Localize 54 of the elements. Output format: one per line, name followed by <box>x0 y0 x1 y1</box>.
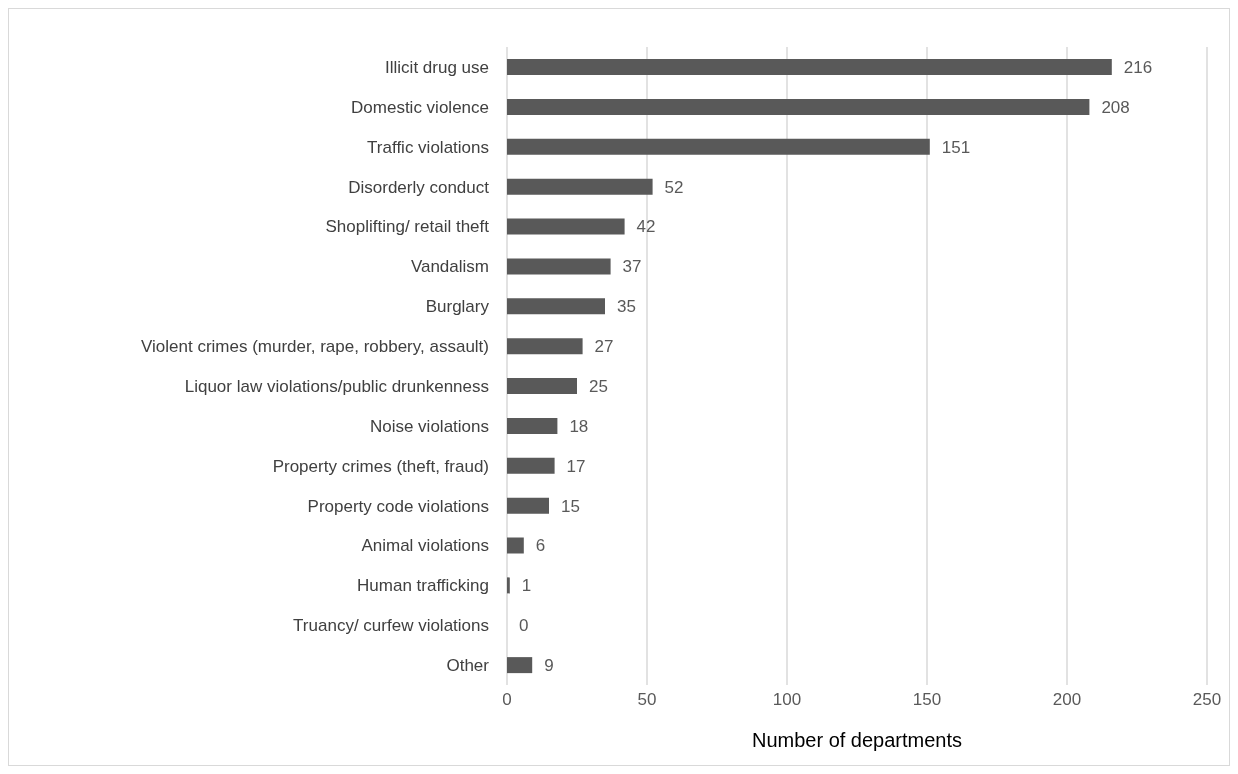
x-axis-title: Number of departments <box>751 729 963 751</box>
data-label: 0 <box>519 616 529 636</box>
y-tick-label: Other <box>446 656 490 676</box>
x-tick-label: 100 <box>772 690 802 710</box>
bar <box>507 657 533 674</box>
bar <box>507 417 558 434</box>
data-label: 42 <box>636 217 656 237</box>
y-tick-label: Vandalism <box>410 257 489 277</box>
data-label: 52 <box>664 177 684 197</box>
bar <box>507 457 555 474</box>
data-label: 208 <box>1101 97 1130 117</box>
bar <box>507 59 1112 75</box>
bar <box>507 378 577 394</box>
data-label: 18 <box>569 416 589 436</box>
bar <box>507 258 611 275</box>
y-tick-label: Traffic violations <box>367 137 489 157</box>
data-label: 216 <box>1123 57 1153 77</box>
bar <box>507 577 510 594</box>
x-tick-label: 0 <box>502 690 512 710</box>
data-label: 25 <box>589 376 608 396</box>
y-tick-label: Animal violations <box>361 536 489 556</box>
x-tick-label: 50 <box>637 690 657 710</box>
bar <box>507 218 625 235</box>
data-label: 15 <box>561 496 580 516</box>
bar <box>507 138 930 155</box>
y-tick-label: Shoplifting/ retail theft <box>325 217 490 237</box>
bar <box>507 298 605 315</box>
bar <box>507 497 549 514</box>
bar <box>507 338 583 355</box>
y-tick-label: Domestic violence <box>351 97 489 117</box>
data-label: 1 <box>521 576 532 596</box>
data-label: 9 <box>544 656 554 676</box>
data-label: 35 <box>617 297 636 317</box>
bar <box>507 537 524 554</box>
y-tick-label: Illicit drug use <box>385 57 489 77</box>
y-tick-label: Noise violations <box>369 416 489 436</box>
y-tick-label: Violent crimes (murder, rape, robbery, assault) <box>140 337 489 357</box>
data-label: 6 <box>535 536 546 556</box>
y-tick-label: Human trafficking <box>357 576 489 596</box>
y-tick-label: Disorderly conduct <box>348 177 490 197</box>
data-label: 17 <box>566 456 586 476</box>
data-label: 37 <box>622 257 642 277</box>
x-tick-label: 150 <box>912 690 942 710</box>
x-tick-label: 250 <box>1192 690 1222 710</box>
bar <box>507 98 1090 115</box>
y-tick-label: Property code violations <box>307 496 489 516</box>
y-tick-label: Property crimes (theft, fraud) <box>272 456 489 476</box>
x-tick-label: 200 <box>1052 690 1082 710</box>
y-tick-label: Truancy/ curfew violations <box>293 616 489 636</box>
y-tick-label: Burglary <box>425 297 490 317</box>
data-label: 27 <box>594 337 614 357</box>
y-tick-label: Liquor law violations/public drunkenness <box>184 376 489 396</box>
data-label: 151 <box>941 137 971 157</box>
bar <box>507 178 653 195</box>
